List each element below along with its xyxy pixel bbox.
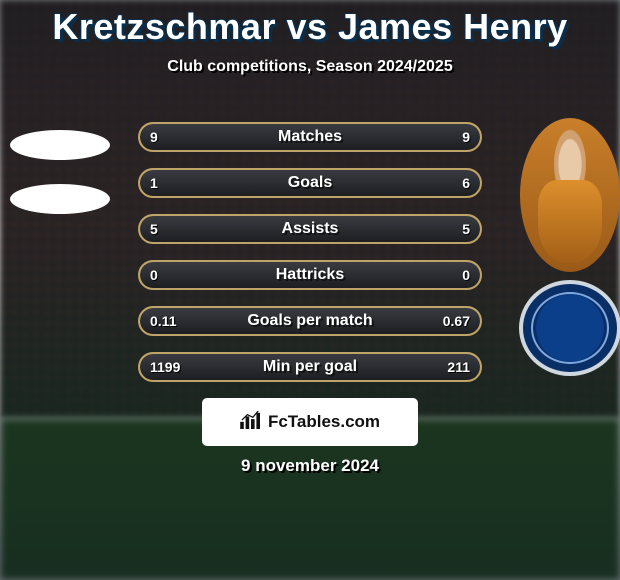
- date-stamp: 9 november 2024: [0, 456, 620, 476]
- bar-label: Goals per match: [138, 306, 482, 336]
- bar-row-min-per-goal: 1199211Min per goal: [138, 352, 482, 382]
- branding-text: FcTables.com: [268, 412, 380, 432]
- bar-row-hattricks: 00Hattricks: [138, 260, 482, 290]
- avatars-right-column: [500, 118, 620, 376]
- bar-label: Goals: [138, 168, 482, 198]
- bar-row-goals: 16Goals: [138, 168, 482, 198]
- bar-label: Min per goal: [138, 352, 482, 382]
- bar-label: Assists: [138, 214, 482, 244]
- comparison-bars: 99Matches 16Goals 55Assists 00Hattricks 0.11…: [138, 122, 482, 398]
- player-photo: [520, 118, 620, 272]
- club-badge: [519, 280, 620, 376]
- bar-label: Hattricks: [138, 260, 482, 290]
- page-title: Kretzschmar vs James Henry: [0, 0, 620, 48]
- content: Kretzschmar vs James Henry Club competit…: [0, 0, 620, 580]
- bar-row-matches: 99Matches: [138, 122, 482, 152]
- bar-chart-icon: [240, 411, 262, 434]
- bar-row-goals-per-match: 0.110.67Goals per match: [138, 306, 482, 336]
- bar-row-assists: 55Assists: [138, 214, 482, 244]
- avatars-left-column: [0, 118, 120, 226]
- subtitle: Club competitions, Season 2024/2025: [0, 58, 620, 76]
- bar-label: Matches: [138, 122, 482, 152]
- branding-badge: FcTables.com: [202, 398, 418, 446]
- avatar-placeholder: [10, 184, 110, 214]
- avatar-placeholder: [10, 130, 110, 160]
